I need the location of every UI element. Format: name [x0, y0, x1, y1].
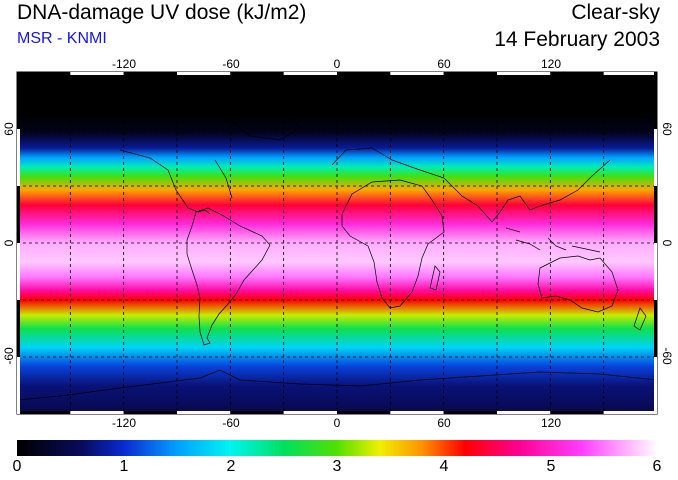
- chart-title: DNA-damage UV dose (kJ/m2): [17, 1, 307, 24]
- north-america-outline: [119, 149, 233, 215]
- date-label: 14 February 2003: [494, 28, 660, 51]
- australia-outline: [537, 255, 619, 313]
- colorbar: [17, 440, 657, 456]
- lon-tick-top-3: 60: [437, 57, 451, 71]
- colorbar-label-1: 1: [119, 458, 129, 475]
- lat-tick-left-1: 0: [2, 239, 16, 247]
- lon-tick-bottom-0: -120: [111, 416, 137, 430]
- south-america-outline: [186, 207, 271, 346]
- colorbar-label-2: 2: [226, 458, 236, 475]
- new-zealand-outline: [633, 307, 647, 331]
- eurasia-outline: [331, 147, 611, 223]
- indonesia-outline: [505, 227, 601, 253]
- colorbar-label-6: 6: [652, 458, 662, 475]
- madagascar-outline: [429, 265, 441, 291]
- lon-tick-top-1: -60: [222, 57, 240, 71]
- lon-tick-bottom-3: 60: [437, 416, 451, 430]
- continent-outlines: [16, 109, 658, 401]
- arctic-outline: [229, 109, 301, 141]
- frame-checker-border: [17, 72, 657, 414]
- sky-condition-label: Clear-sky: [571, 1, 660, 24]
- lon-tick-bottom-1: -60: [222, 416, 240, 430]
- africa-outline: [341, 179, 445, 309]
- lon-tick-top-0: -120: [111, 57, 137, 71]
- lat-lon-grid: [17, 72, 657, 414]
- lon-tick-bottom-4: 120: [540, 416, 562, 430]
- lat-tick-left-0: 60: [2, 122, 16, 136]
- lat-tick-right-2: -60: [660, 347, 674, 365]
- antarctica-outline: [16, 369, 658, 401]
- colorbar-label-5: 5: [546, 458, 556, 475]
- colorbar-label-3: 3: [332, 458, 342, 475]
- lon-tick-bottom-2: 0: [333, 416, 341, 430]
- lat-tick-left-2: -60: [2, 347, 16, 365]
- lon-tick-top-2: 0: [333, 57, 341, 71]
- lat-tick-right-1: 0: [660, 239, 674, 247]
- source-label: MSR - KNMI: [17, 30, 107, 47]
- lat-tick-right-0: 60: [660, 122, 674, 136]
- colorbar-label-4: 4: [439, 458, 449, 475]
- lon-tick-top-4: 120: [540, 57, 562, 71]
- colorbar-label-0: 0: [12, 458, 22, 475]
